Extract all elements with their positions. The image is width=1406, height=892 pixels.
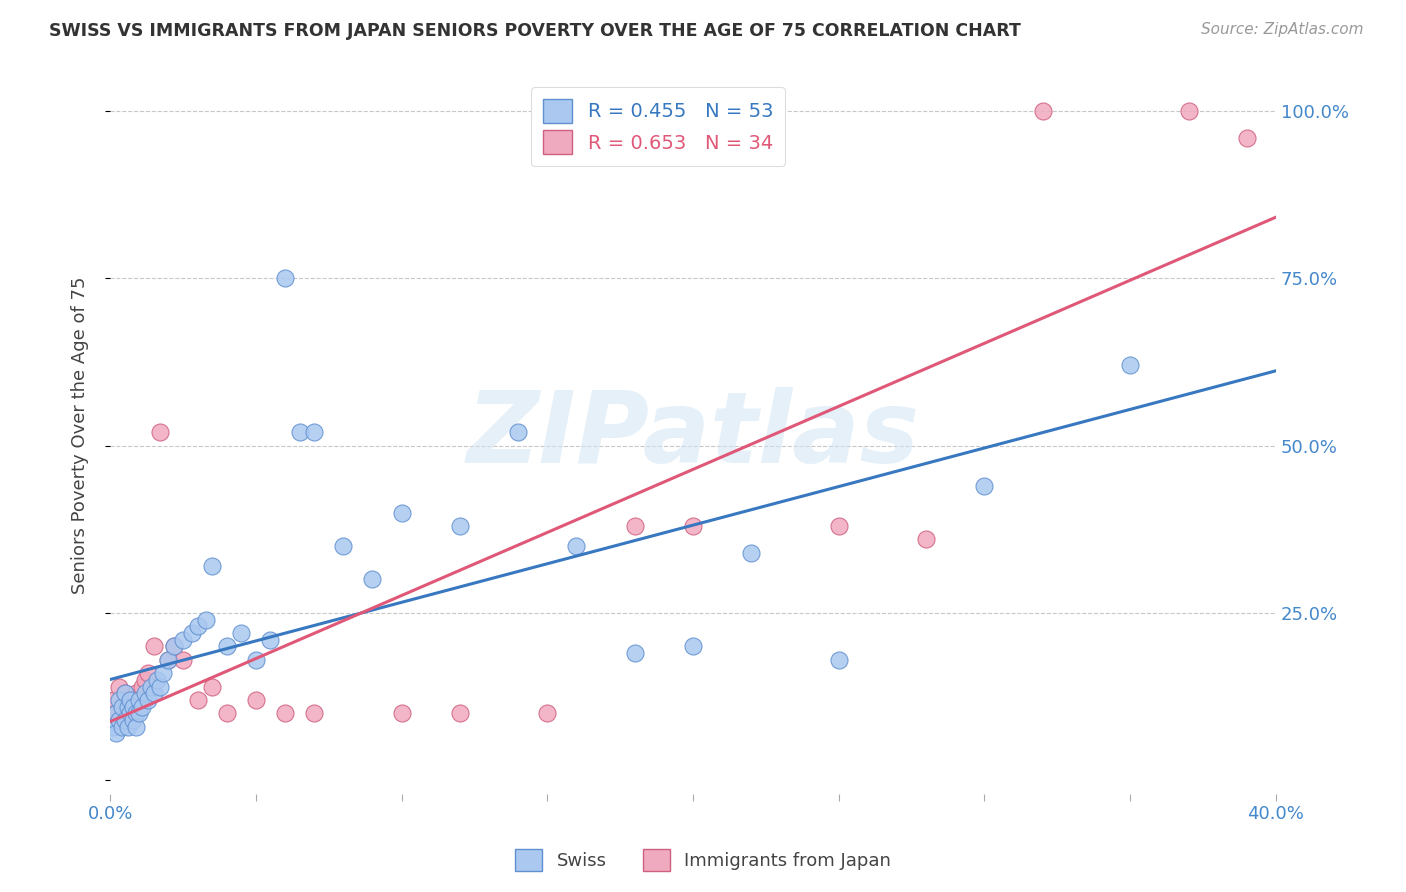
Point bbox=[302, 706, 325, 721]
Point bbox=[186, 619, 208, 633]
Point bbox=[142, 686, 165, 700]
Point bbox=[101, 720, 124, 734]
Point bbox=[136, 666, 159, 681]
Point bbox=[117, 699, 139, 714]
Point bbox=[108, 713, 131, 727]
Point bbox=[108, 680, 131, 694]
Point bbox=[125, 686, 148, 700]
Point bbox=[157, 653, 180, 667]
Point bbox=[128, 693, 150, 707]
Point bbox=[245, 653, 267, 667]
Point bbox=[361, 573, 384, 587]
Point bbox=[186, 693, 208, 707]
Point bbox=[201, 680, 224, 694]
Point bbox=[134, 686, 156, 700]
Point bbox=[195, 613, 218, 627]
Point bbox=[449, 706, 471, 721]
Point bbox=[149, 680, 172, 694]
Point bbox=[114, 713, 136, 727]
Point bbox=[128, 706, 150, 721]
Point bbox=[122, 713, 145, 727]
Point bbox=[125, 720, 148, 734]
Point bbox=[682, 519, 704, 533]
Point bbox=[128, 699, 150, 714]
Point bbox=[125, 706, 148, 721]
Point bbox=[828, 519, 851, 533]
Point bbox=[1119, 358, 1142, 372]
Point bbox=[828, 653, 851, 667]
Point bbox=[391, 706, 413, 721]
Point bbox=[134, 673, 156, 687]
Point bbox=[915, 533, 938, 547]
Point bbox=[180, 626, 202, 640]
Point bbox=[973, 479, 995, 493]
Point bbox=[104, 706, 127, 721]
Point bbox=[108, 693, 131, 707]
Point bbox=[231, 626, 253, 640]
Point bbox=[131, 680, 153, 694]
Point bbox=[172, 653, 194, 667]
Point bbox=[111, 720, 134, 734]
Point bbox=[288, 425, 311, 440]
Point bbox=[565, 539, 588, 553]
Point bbox=[302, 425, 325, 440]
Point bbox=[163, 640, 186, 654]
Point bbox=[136, 693, 159, 707]
Point bbox=[120, 706, 142, 721]
Point bbox=[101, 693, 124, 707]
Point bbox=[114, 686, 136, 700]
Legend: R = 0.455   N = 53, R = 0.653   N = 34: R = 0.455 N = 53, R = 0.653 N = 34 bbox=[531, 87, 785, 166]
Point bbox=[152, 666, 174, 681]
Point bbox=[623, 519, 645, 533]
Point bbox=[122, 699, 145, 714]
Point bbox=[740, 546, 762, 560]
Point bbox=[131, 699, 153, 714]
Point bbox=[391, 506, 413, 520]
Point bbox=[111, 713, 134, 727]
Point bbox=[172, 632, 194, 647]
Point bbox=[274, 271, 297, 285]
Point bbox=[122, 693, 145, 707]
Text: Source: ZipAtlas.com: Source: ZipAtlas.com bbox=[1201, 22, 1364, 37]
Point bbox=[1236, 130, 1258, 145]
Point bbox=[139, 680, 162, 694]
Point bbox=[157, 653, 180, 667]
Point bbox=[215, 640, 238, 654]
Point bbox=[104, 706, 127, 721]
Point bbox=[142, 640, 165, 654]
Point bbox=[111, 699, 134, 714]
Point bbox=[163, 640, 186, 654]
Point bbox=[623, 646, 645, 660]
Point bbox=[149, 425, 172, 440]
Point bbox=[201, 559, 224, 574]
Point bbox=[114, 686, 136, 700]
Point bbox=[1177, 103, 1199, 118]
Point bbox=[682, 640, 704, 654]
Point bbox=[449, 519, 471, 533]
Point bbox=[1032, 103, 1054, 118]
Point bbox=[117, 720, 139, 734]
Point bbox=[120, 693, 142, 707]
Text: SWISS VS IMMIGRANTS FROM JAPAN SENIORS POVERTY OVER THE AGE OF 75 CORRELATION CH: SWISS VS IMMIGRANTS FROM JAPAN SENIORS P… bbox=[49, 22, 1021, 40]
Point bbox=[259, 632, 281, 647]
Point bbox=[508, 425, 530, 440]
Point bbox=[117, 699, 139, 714]
Point bbox=[274, 706, 297, 721]
Point bbox=[145, 673, 167, 687]
Y-axis label: Seniors Poverty Over the Age of 75: Seniors Poverty Over the Age of 75 bbox=[72, 277, 89, 594]
Legend: Swiss, Immigrants from Japan: Swiss, Immigrants from Japan bbox=[508, 842, 898, 879]
Point bbox=[332, 539, 354, 553]
Point bbox=[245, 693, 267, 707]
Point bbox=[104, 726, 127, 740]
Point bbox=[120, 706, 142, 721]
Text: ZIPatlas: ZIPatlas bbox=[467, 387, 920, 484]
Point bbox=[215, 706, 238, 721]
Point bbox=[536, 706, 558, 721]
